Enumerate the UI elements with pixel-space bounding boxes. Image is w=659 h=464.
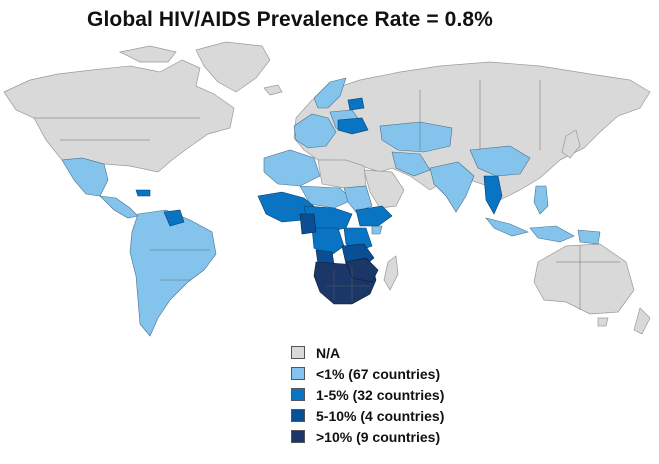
legend-label-under-1: <1% (67 countries) (316, 365, 441, 382)
central-america (99, 195, 139, 219)
legend-swatch-over-10 (291, 430, 305, 443)
indonesia-west (485, 217, 529, 237)
central-asia (379, 121, 453, 153)
legend-item-5-10: 5-10% (4 countries) (291, 405, 444, 426)
papua-new-guinea (577, 229, 601, 245)
north-africa-central (299, 185, 353, 209)
legend-swatch-na (291, 346, 305, 359)
russia-estonia (347, 97, 365, 111)
country-borders (34, 80, 620, 310)
north-america (3, 59, 235, 173)
congo-basin (311, 227, 345, 257)
legend-swatch-under-1 (291, 367, 305, 380)
thailand-myanmar (483, 175, 503, 215)
greenland (195, 41, 271, 93)
map-legend: N/A <1% (67 countries) 1-5% (32 countrie… (291, 342, 444, 447)
legend-label-1-5: 1-5% (32 countries) (316, 386, 445, 403)
japan (561, 129, 581, 159)
arabian-peninsula (363, 169, 405, 209)
western-europe (293, 113, 337, 149)
caribbean-haiti (135, 189, 151, 197)
north-africa-west (263, 149, 321, 187)
category-1-5-percent (135, 97, 503, 257)
east-africa-horn (355, 205, 393, 227)
madagascar (383, 255, 399, 291)
legend-item-over-10: >10% (9 countries) (291, 426, 444, 447)
south-america (129, 209, 217, 337)
tasmania (597, 317, 609, 327)
arctic-islands (118, 45, 177, 63)
india (429, 161, 475, 213)
scandinavia (313, 77, 347, 109)
legend-label-5-10: 5-10% (4 countries) (316, 407, 445, 424)
legend-item-under-1: <1% (67 countries) (291, 363, 444, 384)
iceland (263, 84, 283, 96)
legend-label-na: N/A (316, 344, 341, 361)
landmasses-no-data (3, 41, 651, 335)
philippines (533, 185, 549, 215)
mozambique-zambia (345, 257, 379, 283)
legend-swatch-1-5 (291, 388, 305, 401)
legend-item-1-5: 1-5% (32 countries) (291, 384, 444, 405)
category-over-10-percent (313, 257, 379, 305)
indonesia-east (529, 225, 575, 243)
new-zealand (633, 307, 651, 335)
guyana-suriname (163, 209, 185, 227)
ukraine (337, 117, 369, 135)
map-title: Global HIV/AIDS Prevalence Rate = 0.8% (87, 8, 493, 31)
category-under-1-percent (61, 77, 601, 337)
legend-swatch-5-10 (291, 409, 305, 422)
world-choropleth-map (3, 41, 651, 337)
australia (533, 243, 635, 315)
mexico (61, 157, 109, 197)
iran-region (391, 151, 431, 177)
china-south (469, 145, 531, 177)
legend-item-na: N/A (291, 342, 444, 363)
comoros-region (371, 225, 383, 235)
legend-label-over-10: >10% (9 countries) (316, 428, 441, 445)
cameroon-gabon (299, 213, 317, 235)
libya-egypt (317, 159, 367, 189)
